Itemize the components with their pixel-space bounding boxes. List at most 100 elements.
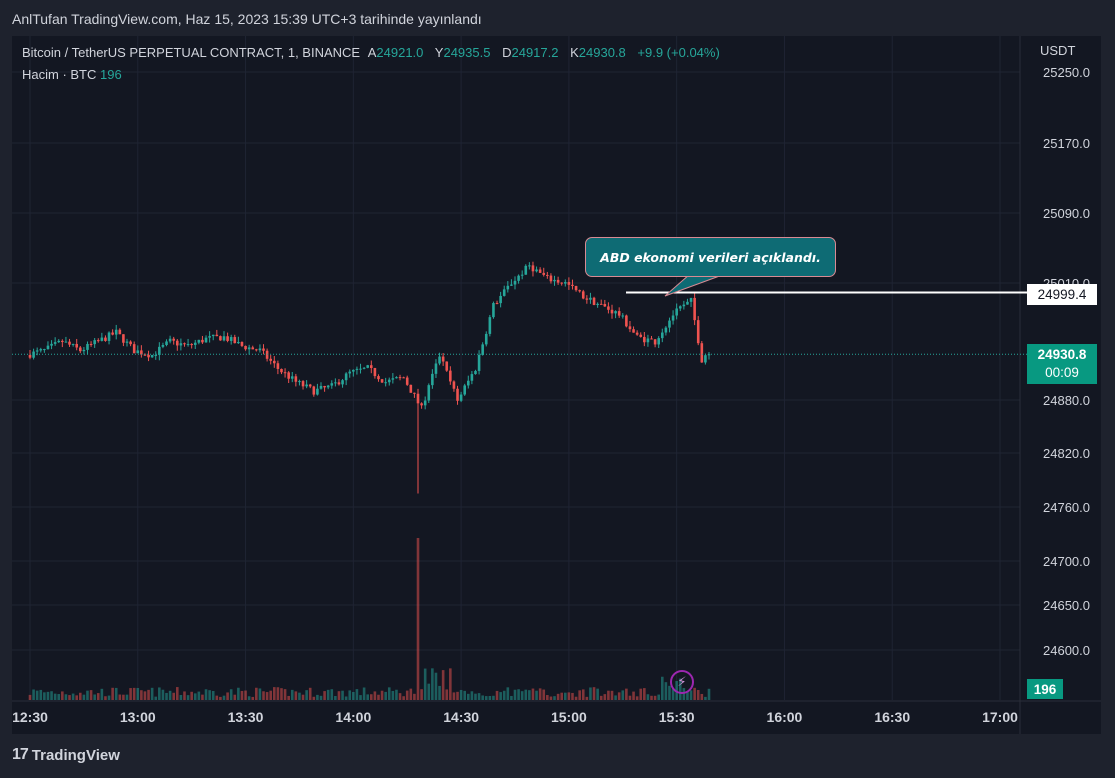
tradingview-footer[interactable]: 17 TradingView <box>12 746 120 764</box>
volume-bar <box>334 695 337 700</box>
close-value: 24930.8 <box>578 45 626 60</box>
volume-bar <box>168 690 172 700</box>
volume-bar <box>258 688 262 700</box>
volume-bar <box>197 691 201 700</box>
volume-bar <box>276 687 280 700</box>
volume-bar <box>434 672 438 700</box>
candle-body <box>352 369 355 372</box>
symbol-title[interactable]: Bitcoin / TetherUS PERPETUAL CONTRACT, 1… <box>22 45 361 60</box>
volume-bar <box>693 687 696 700</box>
candle-body <box>384 382 387 384</box>
candle-body <box>183 343 186 345</box>
candle-body <box>57 340 61 343</box>
volume-bar <box>477 693 481 700</box>
candle-body <box>82 349 86 352</box>
candle-body <box>233 337 237 344</box>
candle-body <box>409 384 413 393</box>
volume-bar <box>380 690 384 700</box>
candle-body <box>387 379 391 383</box>
volume-bar <box>229 689 233 700</box>
candle-body <box>61 340 64 343</box>
volume-bar <box>93 694 96 700</box>
candle-body <box>549 275 553 282</box>
volume-bar <box>319 695 323 700</box>
candle-body <box>481 344 484 355</box>
volume-bar <box>294 691 298 700</box>
y-tick-label: 24650.0 <box>1043 598 1090 613</box>
candle-body <box>524 265 528 275</box>
candle-body <box>265 350 269 359</box>
volume-bar <box>107 695 111 700</box>
volume-bar <box>237 687 240 700</box>
tradingview-logo-icon: 17 <box>12 746 29 763</box>
x-tick-label: 13:30 <box>228 709 264 725</box>
currency-label[interactable]: USDT <box>1040 43 1076 58</box>
volume-bar <box>398 693 402 700</box>
volume-bar <box>563 692 567 700</box>
volume-bar <box>204 689 208 700</box>
volume-legend[interactable]: Hacim · BTC 196 <box>22 67 122 82</box>
candle-body <box>520 274 524 276</box>
y-tick-label: 24700.0 <box>1043 554 1090 569</box>
volume-bar <box>431 668 434 700</box>
candle-body <box>517 275 520 281</box>
volume-bar <box>344 696 348 700</box>
volume-bar <box>211 690 215 700</box>
volume-bar <box>520 691 524 700</box>
candle-body <box>107 332 111 341</box>
candle-body <box>330 383 334 386</box>
volume-bar <box>68 695 71 700</box>
candle-body <box>125 341 129 343</box>
volume-bar <box>657 694 661 700</box>
candle-body <box>563 282 567 284</box>
candle-body <box>369 365 373 369</box>
volume-bar <box>89 690 93 700</box>
candle-body <box>567 282 571 285</box>
volume-bar <box>696 690 700 700</box>
volume-bar <box>481 695 484 700</box>
candle-body <box>326 385 330 388</box>
candle-body <box>96 340 100 342</box>
candle-body <box>337 382 341 385</box>
volume-bar <box>283 689 287 700</box>
volume-bar <box>330 689 334 700</box>
candle-body <box>696 320 700 344</box>
candle-body <box>276 363 280 369</box>
volume-bar <box>449 668 452 700</box>
annotation-callout[interactable]: ABD ekonomi verileri açıklandı. <box>585 237 836 277</box>
x-tick-label: 16:00 <box>767 709 803 725</box>
candle-body <box>546 274 549 276</box>
volume-bar <box>312 696 316 700</box>
volume-bar <box>607 690 610 700</box>
volume-label: Hacim · BTC <box>22 67 97 82</box>
volume-bar <box>387 687 391 700</box>
volume-bar <box>495 690 499 700</box>
volume-bar <box>175 687 179 700</box>
candle-body <box>700 343 704 363</box>
candle-body <box>294 376 298 382</box>
volume-bar <box>118 694 122 700</box>
candle-body <box>621 315 625 317</box>
candle-body <box>122 334 125 343</box>
volume-bar <box>474 693 477 700</box>
volume-bar <box>592 687 596 700</box>
symbol-legend[interactable]: Bitcoin / TetherUS PERPETUAL CONTRACT, 1… <box>22 45 720 60</box>
x-tick-label: 12:30 <box>12 709 48 725</box>
volume-bar <box>147 689 150 700</box>
candle-body <box>251 347 255 350</box>
chart-pane[interactable] <box>12 36 1101 734</box>
candle-body <box>686 301 689 305</box>
volume-bar <box>445 689 449 700</box>
volume-bar <box>352 691 355 700</box>
volume-bar <box>308 687 312 700</box>
candle-body <box>272 360 276 364</box>
candle-body <box>581 291 585 299</box>
volume-bar <box>671 689 675 700</box>
volume-bar <box>287 695 290 700</box>
volume-bar <box>244 690 247 700</box>
candle-body <box>578 290 581 292</box>
volume-bar <box>492 695 495 700</box>
volume-bar <box>420 689 423 700</box>
lightning-icon[interactable]: ⚡ <box>670 670 694 694</box>
